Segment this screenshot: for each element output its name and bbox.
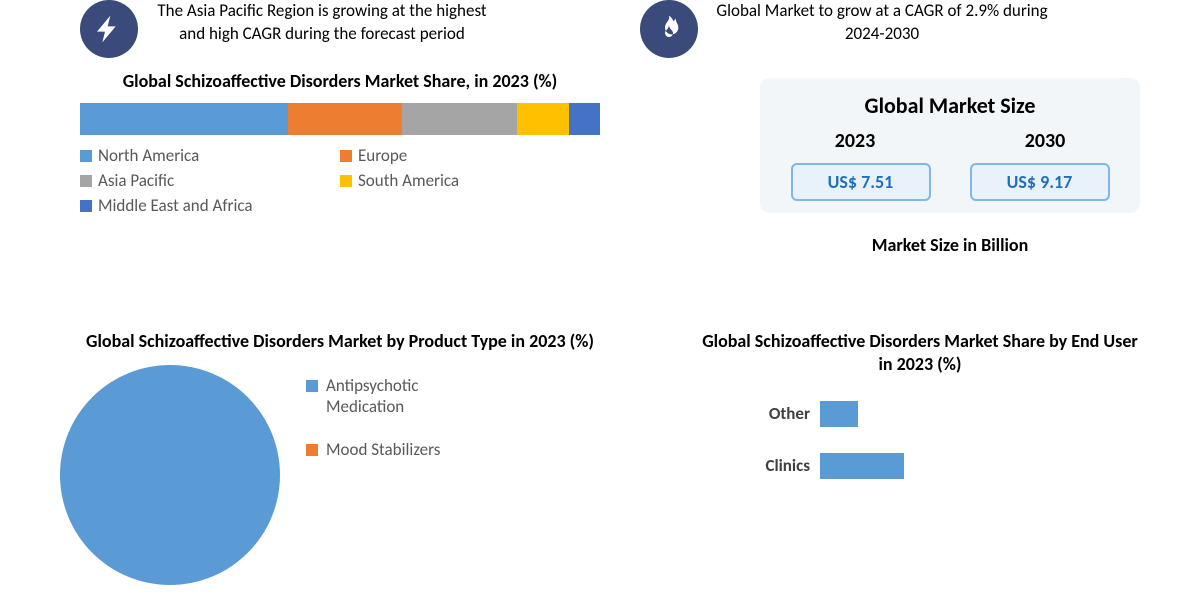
product-type-legend: Antipsychotic Medication Mood Stabilizers <box>306 365 486 460</box>
legend-item: Mood Stabilizers <box>306 439 486 460</box>
region-bar-segment <box>517 103 569 135</box>
legend-swatch <box>80 200 92 212</box>
legend-item: Asia Pacific <box>80 168 340 193</box>
product-type-title: Global Schizoaffective Disorders Market … <box>60 330 620 353</box>
flame-icon-svg <box>653 13 685 45</box>
callout-cagr: Global Market to grow at a CAGR of 2.9% … <box>640 0 1052 58</box>
region-share-legend: North America Europe Asia Pacific South Ame… <box>80 143 600 218</box>
region-share-bar <box>80 103 600 135</box>
legend-label: Asia Pacific <box>98 170 174 191</box>
legend-swatch <box>340 150 352 162</box>
legend-item: North America <box>80 143 340 168</box>
legend-swatch <box>80 175 92 187</box>
region-share-chart: Global Schizoaffective Disorders Market … <box>60 70 620 218</box>
market-size-header: Global Market Size <box>760 92 1140 119</box>
end-user-row: Other <box>710 401 1140 427</box>
end-user-row: Clinics <box>710 453 1140 479</box>
bolt-icon-svg <box>93 13 125 45</box>
legend-swatch <box>306 444 318 456</box>
market-size-note: Market Size in Billion <box>760 234 1140 256</box>
flame-icon <box>640 0 698 58</box>
legend-label: Europe <box>358 145 407 166</box>
legend-label: South America <box>358 170 459 191</box>
region-share-title: Global Schizoaffective Disorders Market … <box>60 70 620 93</box>
product-type-pie <box>60 365 280 585</box>
bolt-icon <box>80 0 138 58</box>
region-bar-segment <box>288 103 402 135</box>
legend-label: Mood Stabilizers <box>326 439 440 460</box>
legend-item: South America <box>340 168 600 193</box>
legend-swatch <box>340 175 352 187</box>
region-bar-segment <box>569 103 600 135</box>
market-size-panel: Global Market Size 2023 2030 US$ 7.51 US… <box>760 78 1140 213</box>
callout-region-text: The Asia Pacific Region is growing at th… <box>152 0 492 46</box>
legend-item: Middle East and Africa <box>80 193 340 218</box>
end-user-label: Other <box>710 403 820 424</box>
legend-item: Antipsychotic Medication <box>306 375 486 417</box>
legend-swatch <box>80 150 92 162</box>
legend-label: Middle East and Africa <box>98 195 253 216</box>
end-user-bar <box>820 453 904 479</box>
end-user-title: Global Schizoaffective Disorders Market … <box>700 330 1140 377</box>
end-user-bars: Other Clinics <box>700 401 1140 479</box>
legend-swatch <box>306 380 318 392</box>
callout-cagr-text: Global Market to grow at a CAGR of 2.9% … <box>712 0 1052 46</box>
legend-item: Europe <box>340 143 600 168</box>
legend-label: Antipsychotic Medication <box>326 375 486 417</box>
product-type-chart: Global Schizoaffective Disorders Market … <box>60 330 620 585</box>
market-size-year-1: 2023 <box>835 129 876 153</box>
market-size-value-2: US$ 9.17 <box>970 163 1110 201</box>
region-bar-segment <box>402 103 516 135</box>
end-user-label: Clinics <box>710 455 820 476</box>
market-size-value-1: US$ 7.51 <box>791 163 931 201</box>
end-user-bar-track <box>820 453 1050 479</box>
region-bar-segment <box>80 103 288 135</box>
end-user-chart: Global Schizoaffective Disorders Market … <box>700 330 1140 479</box>
end-user-bar-track <box>820 401 1050 427</box>
callout-region-growth: The Asia Pacific Region is growing at th… <box>80 0 492 58</box>
end-user-bar <box>820 401 858 427</box>
market-size-year-2: 2030 <box>1025 129 1066 153</box>
legend-label: North America <box>98 145 199 166</box>
